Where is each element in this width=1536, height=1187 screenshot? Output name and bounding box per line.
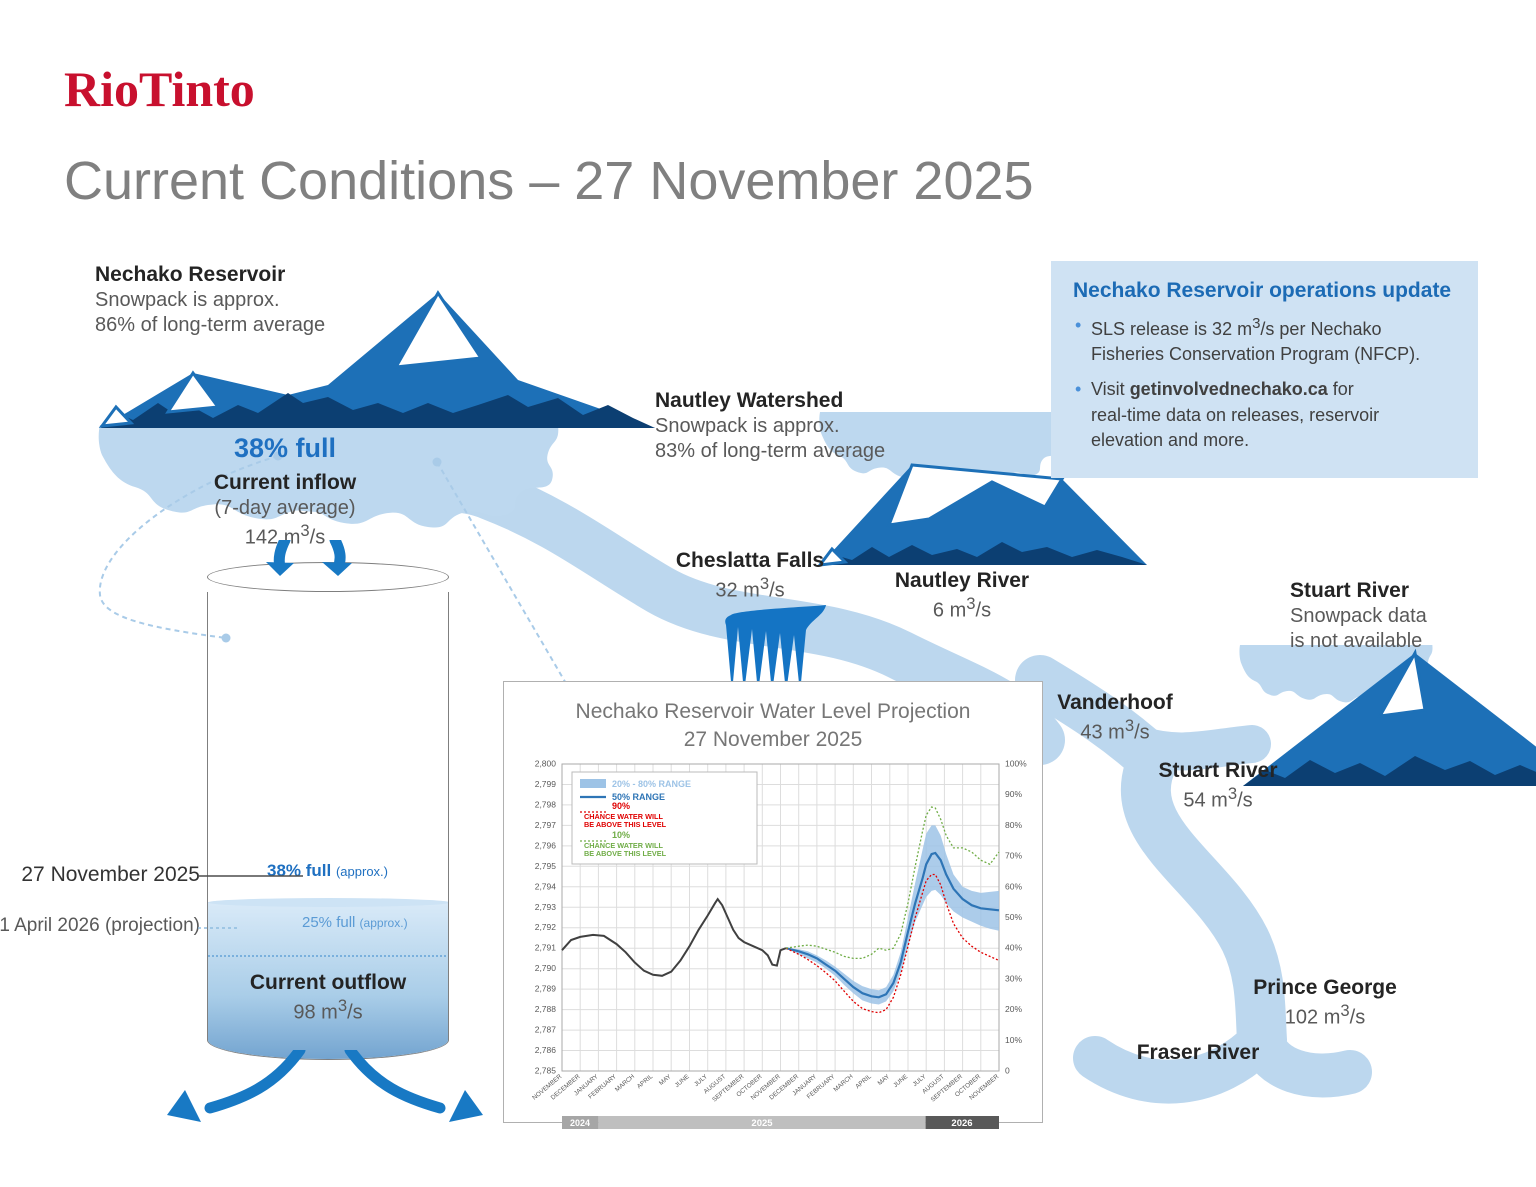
svg-text:2025: 2025 (751, 1118, 773, 1129)
svg-text:50%: 50% (1005, 912, 1022, 922)
svg-text:20%: 20% (1005, 1004, 1022, 1014)
svg-text:JUNE: JUNE (674, 1073, 691, 1089)
svg-text:MARCH: MARCH (832, 1073, 855, 1093)
svg-text:2,790: 2,790 (535, 963, 557, 973)
svg-text:2,793: 2,793 (535, 902, 557, 912)
svg-text:2,785: 2,785 (535, 1066, 557, 1076)
svg-text:MAY: MAY (876, 1073, 891, 1087)
svg-text:90%: 90% (1005, 789, 1022, 799)
svg-text:10%: 10% (612, 830, 630, 840)
svg-text:2,787: 2,787 (535, 1025, 557, 1035)
svg-text:2,800: 2,800 (535, 759, 557, 769)
svg-text:2,794: 2,794 (535, 881, 557, 891)
svg-text:2026: 2026 (951, 1118, 972, 1129)
svg-text:100%: 100% (1005, 759, 1027, 769)
svg-text:2,796: 2,796 (535, 840, 557, 850)
svg-text:20% - 80% RANGE: 20% - 80% RANGE (612, 779, 691, 789)
svg-text:JUNE: JUNE (892, 1073, 909, 1089)
svg-text:60%: 60% (1005, 881, 1022, 891)
svg-text:2,799: 2,799 (535, 779, 557, 789)
svg-text:2,792: 2,792 (535, 922, 557, 932)
svg-text:BE ABOVE THIS LEVEL: BE ABOVE THIS LEVEL (584, 820, 667, 829)
svg-text:2,788: 2,788 (535, 1004, 557, 1014)
svg-text:90%: 90% (612, 801, 630, 811)
svg-text:2,786: 2,786 (535, 1045, 557, 1055)
svg-text:40%: 40% (1005, 943, 1022, 953)
svg-text:2,798: 2,798 (535, 799, 557, 809)
svg-text:BE ABOVE THIS LEVEL: BE ABOVE THIS LEVEL (584, 849, 667, 858)
svg-text:0: 0 (1005, 1066, 1010, 1076)
svg-text:2024: 2024 (570, 1118, 590, 1128)
svg-text:APRIL: APRIL (854, 1073, 873, 1090)
svg-text:2,795: 2,795 (535, 861, 557, 871)
svg-text:70%: 70% (1005, 851, 1022, 861)
svg-text:80%: 80% (1005, 820, 1022, 830)
svg-text:2,797: 2,797 (535, 820, 557, 830)
svg-text:2,789: 2,789 (535, 984, 557, 994)
svg-text:2,791: 2,791 (535, 943, 557, 953)
svg-text:30%: 30% (1005, 973, 1022, 983)
svg-text:APRIL: APRIL (636, 1073, 655, 1090)
svg-text:MAY: MAY (658, 1073, 673, 1087)
svg-text:10%: 10% (1005, 1035, 1022, 1045)
svg-text:MARCH: MARCH (614, 1073, 637, 1093)
